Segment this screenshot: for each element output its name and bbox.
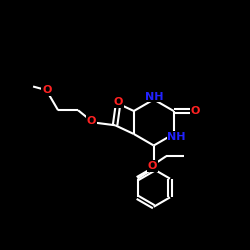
Text: NH: NH — [168, 132, 186, 142]
Text: O: O — [42, 85, 51, 95]
Text: O: O — [148, 161, 157, 171]
Text: O: O — [114, 97, 123, 107]
Text: NH: NH — [144, 92, 163, 102]
Text: O: O — [86, 116, 96, 126]
Text: O: O — [191, 106, 200, 116]
